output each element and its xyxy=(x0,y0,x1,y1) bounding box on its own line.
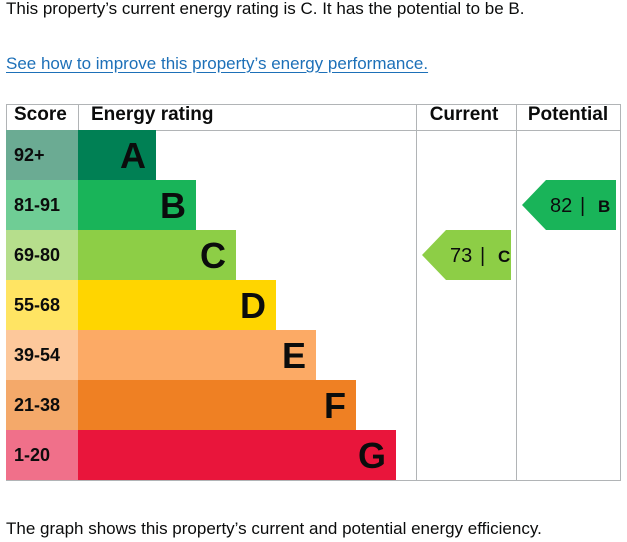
current-rating-separator: | xyxy=(480,245,485,267)
band-bar-d xyxy=(78,280,276,330)
current-rating-letter: C xyxy=(498,247,510,266)
rating-bands: 92+ A 81-91 B 69-80 C 55-68 D 39-54 E 21-38 F 1-20 G xyxy=(6,130,396,480)
score-cell-d xyxy=(6,280,78,330)
band-letter-b: B xyxy=(160,185,186,226)
score-label-b: 81-91 xyxy=(14,195,60,215)
potential-rating-separator: | xyxy=(580,195,585,217)
score-cell-g xyxy=(6,430,78,480)
rating-summary-text: This property’s current energy rating is… xyxy=(6,0,525,18)
potential-rating-arrow: 82 | B xyxy=(522,180,616,230)
band-bar-f xyxy=(78,380,356,430)
band-bar-c xyxy=(78,230,236,280)
energy-rating-header: Energy rating xyxy=(91,104,213,125)
current-header: Current xyxy=(430,104,499,125)
band-bar-g xyxy=(78,430,396,480)
band-letter-a: A xyxy=(120,135,146,176)
improve-energy-link[interactable]: See how to improve this property’s energ… xyxy=(6,54,429,73)
energy-rating-chart: Score Energy rating Current Potential 92… xyxy=(6,104,621,481)
score-label-f: 21-38 xyxy=(14,395,60,415)
potential-header: Potential xyxy=(528,104,608,125)
band-letter-c: C xyxy=(200,235,226,276)
score-label-e: 39-54 xyxy=(14,345,60,365)
score-label-g: 1-20 xyxy=(14,445,50,465)
band-bar-b xyxy=(78,180,196,230)
current-rating-value: 73 xyxy=(450,245,472,267)
band-letter-d: D xyxy=(240,285,266,326)
score-cell-a xyxy=(6,130,78,180)
score-cell-f xyxy=(6,380,78,430)
current-arrow-shape xyxy=(422,230,511,280)
score-label-c: 69-80 xyxy=(14,245,60,265)
score-cell-c xyxy=(6,230,78,280)
score-cell-e xyxy=(6,330,78,380)
potential-arrow-shape xyxy=(522,180,616,230)
chart-caption: The graph shows this property’s current … xyxy=(6,519,542,538)
band-bar-a xyxy=(78,130,156,180)
score-label-d: 55-68 xyxy=(14,295,60,315)
current-rating-arrow: 73 | C xyxy=(422,230,511,280)
band-letter-g: G xyxy=(358,435,386,476)
score-label-a: 92+ xyxy=(14,145,45,165)
potential-rating-value: 82 xyxy=(550,195,572,217)
band-letter-f: F xyxy=(324,385,346,426)
score-cell-b xyxy=(6,180,78,230)
potential-rating-letter: B xyxy=(598,197,610,216)
band-letter-e: E xyxy=(282,335,306,376)
score-header: Score xyxy=(14,104,67,125)
band-bar-e xyxy=(78,330,316,380)
